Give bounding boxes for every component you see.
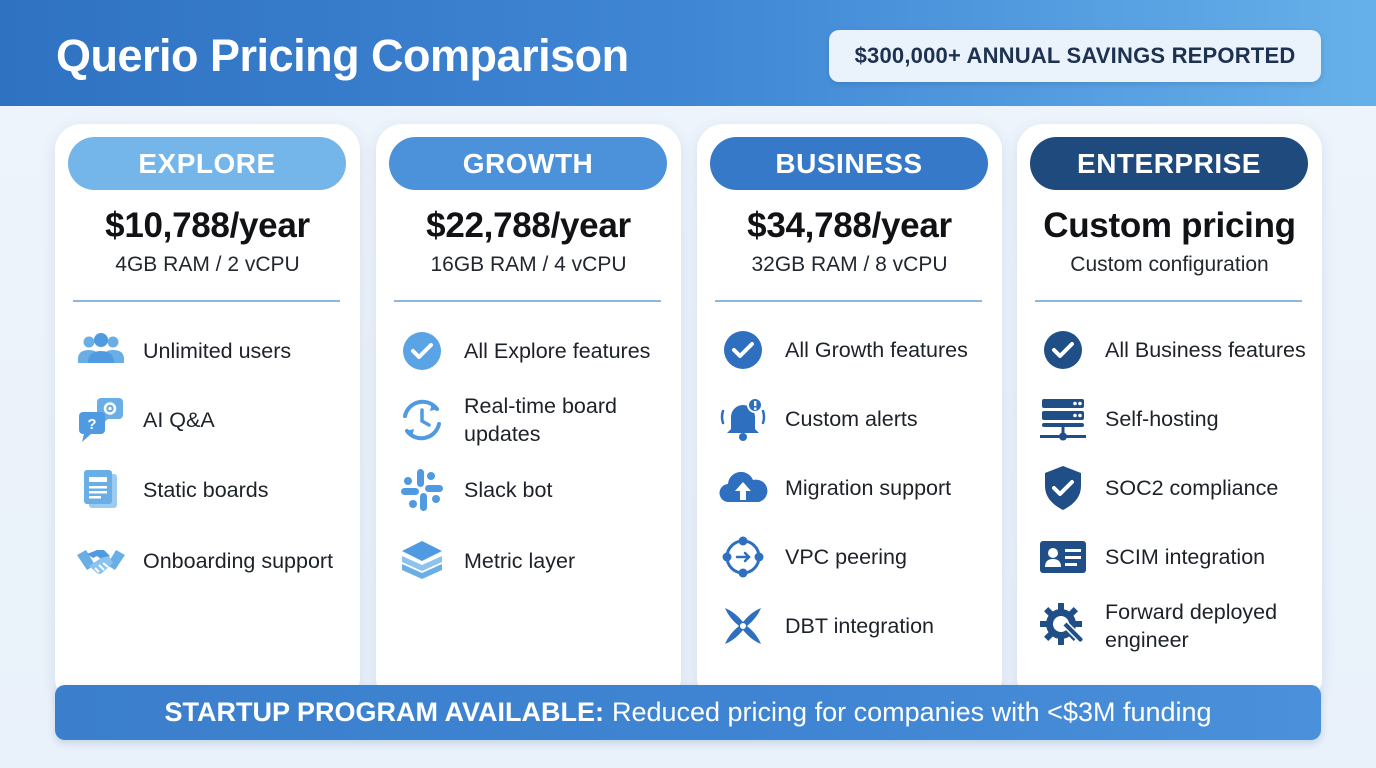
feature-label: SCIM integration [1105, 545, 1266, 569]
layers-icon [394, 533, 450, 589]
check-circle-icon [394, 323, 450, 379]
feature-label: Static boards [143, 478, 269, 502]
feature-label: SOC2 compliance [1105, 476, 1279, 500]
startup-program-banner: STARTUP PROGRAM AVAILABLE: Reduced prici… [55, 685, 1321, 740]
feature-label: Onboarding support [143, 549, 334, 573]
board-document-icon [73, 462, 129, 518]
handshake-icon [73, 533, 129, 589]
divider [715, 300, 982, 302]
feature-item: Onboarding support [73, 531, 358, 591]
plan-price: $10,788/year [105, 206, 310, 245]
feature-label: All Growth features [785, 338, 968, 362]
tier-label-business: BUSINESS [710, 137, 988, 190]
feature-item: Metric layer [394, 531, 679, 591]
feature-label: Forward deployed engineer [1105, 600, 1278, 652]
check-circle-icon [1035, 322, 1091, 378]
banner-heading: STARTUP PROGRAM AVAILABLE: [164, 697, 604, 727]
plan-card-business: BUSINESS $34,788/year 32GB RAM / 8 vCPU … [697, 124, 1002, 704]
cloud-upload-icon [715, 460, 771, 516]
header-bar: Querio Pricing Comparison $300,000+ ANNU… [0, 0, 1376, 106]
banner-text: Reduced pricing for companies with <$3M … [611, 697, 1212, 727]
feature-item: VPC peering [715, 527, 1000, 587]
feature-label: Custom alerts [785, 407, 918, 431]
feature-item: SCIM integration [1035, 527, 1320, 587]
feature-item: All Explore features [394, 321, 679, 381]
tier-label-enterprise: ENTERPRISE [1030, 137, 1308, 190]
page-title: Querio Pricing Comparison [56, 30, 629, 81]
feature-label: Self-hosting [1105, 407, 1219, 431]
feature-label: Slack bot [464, 478, 553, 502]
feature-label: All Business features [1105, 338, 1306, 362]
divider [394, 300, 661, 302]
divider [73, 300, 340, 302]
feature-item: Migration support [715, 458, 1000, 518]
plan-card-enterprise: ENTERPRISE Custom pricing Custom configu… [1017, 124, 1322, 704]
bell-alert-icon [715, 391, 771, 447]
tier-label-explore: EXPLORE [68, 137, 346, 190]
feature-label: AI Q&A [143, 408, 215, 432]
tier-label-growth: GROWTH [389, 137, 667, 190]
plan-card-explore: EXPLORE $10,788/year 4GB RAM / 2 vCPU Un… [55, 124, 360, 704]
feature-item: Static boards [73, 460, 358, 520]
plan-price: Custom pricing [1043, 206, 1296, 245]
feature-item: Real-time board updates [394, 390, 679, 450]
feature-label: Metric layer [464, 549, 576, 573]
feature-item: Unlimited users [73, 321, 358, 381]
feature-item: Slack bot [394, 460, 679, 520]
plan-price: $22,788/year [426, 206, 631, 245]
plan-card-growth: GROWTH $22,788/year 16GB RAM / 4 vCPU Al… [376, 124, 681, 704]
feature-item: All Business features [1035, 320, 1320, 380]
plan-spec: 32GB RAM / 8 vCPU [751, 253, 948, 276]
feature-item: Self-hosting [1035, 389, 1320, 449]
server-icon [1035, 391, 1091, 447]
feature-label: Unlimited users [143, 339, 292, 363]
dbt-icon [715, 598, 771, 654]
chat-question-icon: ? [73, 392, 129, 448]
users-icon [73, 323, 129, 379]
plan-price: $34,788/year [747, 206, 952, 245]
svg-text:?: ? [87, 416, 96, 433]
plan-spec: 4GB RAM / 2 vCPU [115, 253, 300, 276]
id-card-icon [1035, 529, 1091, 585]
feature-label: DBT integration [785, 614, 934, 638]
refresh-clock-icon [394, 392, 450, 448]
feature-item: Custom alerts [715, 389, 1000, 449]
check-circle-icon [715, 322, 771, 378]
savings-badge: $300,000+ ANNUAL SAVINGS REPORTED [829, 30, 1321, 82]
feature-item: SOC2 compliance [1035, 458, 1320, 518]
plan-spec: Custom configuration [1070, 253, 1269, 276]
feature-label: All Explore features [464, 339, 651, 363]
feature-item: Forward deployed engineer [1035, 596, 1320, 656]
divider [1035, 300, 1302, 302]
slack-icon [394, 462, 450, 518]
gear-wrench-icon [1035, 598, 1091, 654]
feature-label: VPC peering [785, 545, 907, 569]
feature-item: ? AI Q&A [73, 390, 358, 450]
feature-item: DBT integration [715, 596, 1000, 656]
feature-label: Real-time board updates [464, 394, 617, 446]
feature-item: All Growth features [715, 320, 1000, 380]
shield-check-icon [1035, 460, 1091, 516]
plan-spec: 16GB RAM / 4 vCPU [430, 253, 627, 276]
feature-label: Migration support [785, 476, 952, 500]
network-peering-icon [715, 529, 771, 585]
